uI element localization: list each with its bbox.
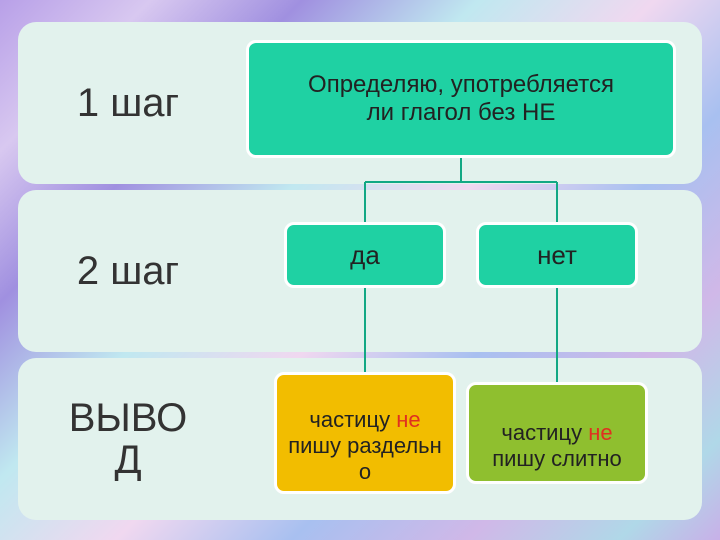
node-write-separately-text: частицу не пишу раздельн о <box>285 381 445 485</box>
node-question: Определяю, употребляется ли глагол без Н… <box>246 40 676 158</box>
text-pre: частицу <box>309 407 396 432</box>
text-pre: частицу <box>501 420 588 445</box>
node-write-together-text: частицу не пишу слитно <box>477 394 637 472</box>
text-highlight: не <box>588 420 612 445</box>
text-highlight: не <box>396 407 420 432</box>
node-write-separately: частицу не пишу раздельн о <box>274 372 456 494</box>
node-question-text: Определяю, употребляется ли глагол без Н… <box>308 71 614 128</box>
node-no-text: нет <box>537 240 577 271</box>
row-step-1-label: 1 шаг <box>18 82 238 124</box>
text-post: пишу слитно <box>492 446 622 471</box>
node-yes: да <box>284 222 446 288</box>
row-conclusion-label: ВЫВО Д <box>18 397 238 481</box>
node-yes-text: да <box>350 240 380 271</box>
row-step-2-label: 2 шаг <box>18 250 238 292</box>
node-write-together: частицу не пишу слитно <box>466 382 648 484</box>
node-no: нет <box>476 222 638 288</box>
text-post: пишу раздельн о <box>288 433 442 484</box>
